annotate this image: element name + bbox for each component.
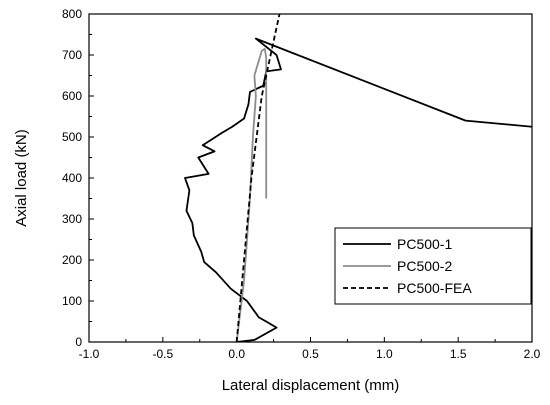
legend-label-pc500-2: PC500-2	[397, 258, 452, 274]
y-tick-label: 700	[62, 48, 82, 62]
y-tick-label: 0	[75, 335, 82, 349]
series-layer	[184, 14, 532, 342]
x-tick-label: 2.0	[524, 347, 541, 361]
legend-label-pc500-fea: PC500-FEA	[397, 280, 472, 296]
x-tick-label: 1.0	[376, 347, 393, 361]
legend-label-pc500-1: PC500-1	[397, 236, 452, 252]
legend: PC500-1 PC500-2 PC500-FEA	[334, 227, 532, 305]
y-tick-label: 600	[62, 89, 82, 103]
series-line-pc500-fea	[235, 14, 281, 342]
y-tick-label: 200	[62, 253, 82, 267]
x-axis-title: Lateral displacement (mm)	[222, 377, 400, 394]
x-tick-label: 0.5	[302, 347, 319, 361]
y-tick-label: 400	[62, 171, 82, 185]
y-axis-title: Axial load (kN)	[13, 129, 30, 227]
y-tick-label: 100	[62, 294, 82, 308]
series-line-pc500-2	[235, 47, 268, 342]
x-tick-label: 0.0	[228, 347, 245, 361]
y-tick-label: 800	[62, 7, 82, 21]
x-tick-label: -1.0	[79, 347, 100, 361]
y-tick-label: 500	[62, 130, 82, 144]
x-tick-label: 1.5	[450, 347, 467, 361]
x-tick-label: -0.5	[152, 347, 173, 361]
ticks-layer: -1.0 -0.5 0.0 0.5 1.0 1.5 2.0 0 100 200 300 400 500 6…	[62, 7, 541, 361]
y-tick-label: 300	[62, 212, 82, 226]
